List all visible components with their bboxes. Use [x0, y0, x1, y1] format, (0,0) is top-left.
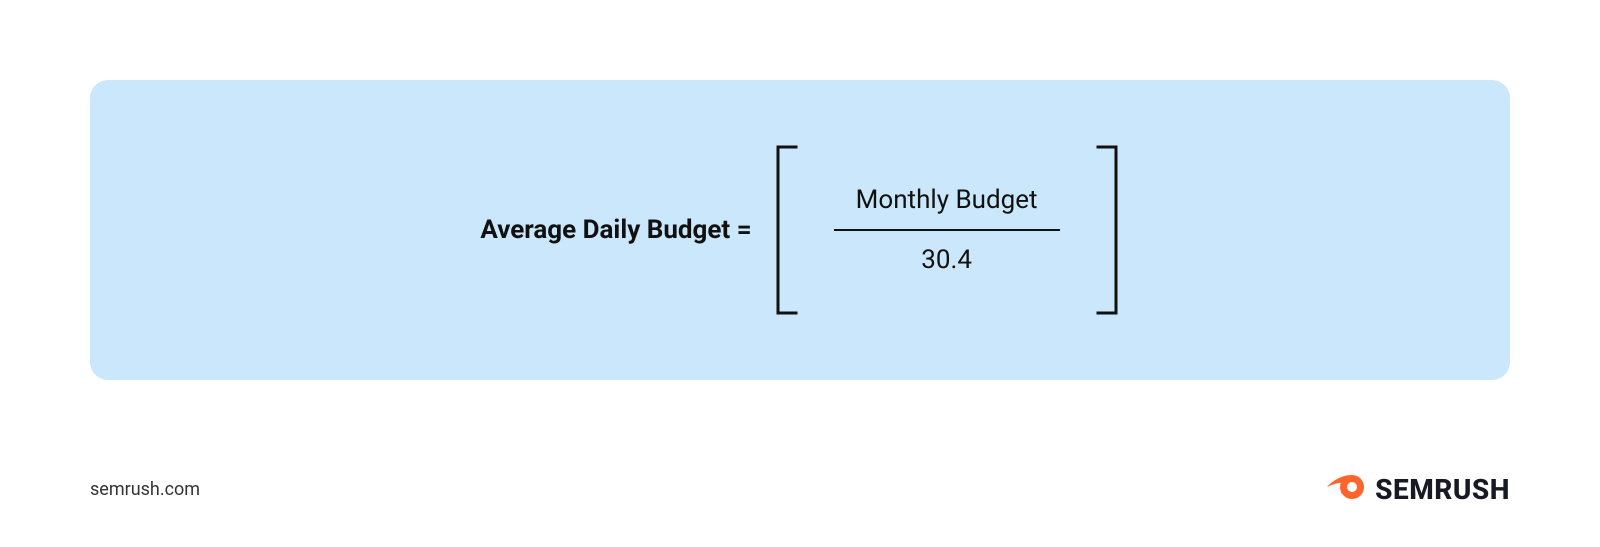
footer-url: semrush.com	[90, 479, 200, 500]
brand-logo: SEMRUSH	[1327, 471, 1510, 507]
formula-row: Average Daily Budget = Monthly Budget 30…	[480, 145, 1119, 315]
fraction-denominator: 30.4	[921, 231, 972, 289]
fraction: Monthly Budget 30.4	[822, 167, 1072, 293]
fraction-numerator: Monthly Budget	[856, 171, 1038, 229]
left-bracket-icon	[774, 145, 800, 315]
fireball-icon	[1327, 471, 1365, 507]
brand-name: SEMRUSH	[1375, 473, 1510, 506]
footer: semrush.com SEMRUSH	[90, 471, 1510, 507]
formula-card: Average Daily Budget = Monthly Budget 30…	[90, 80, 1510, 380]
formula-lhs: Average Daily Budget =	[480, 215, 751, 245]
right-bracket-icon	[1094, 145, 1120, 315]
